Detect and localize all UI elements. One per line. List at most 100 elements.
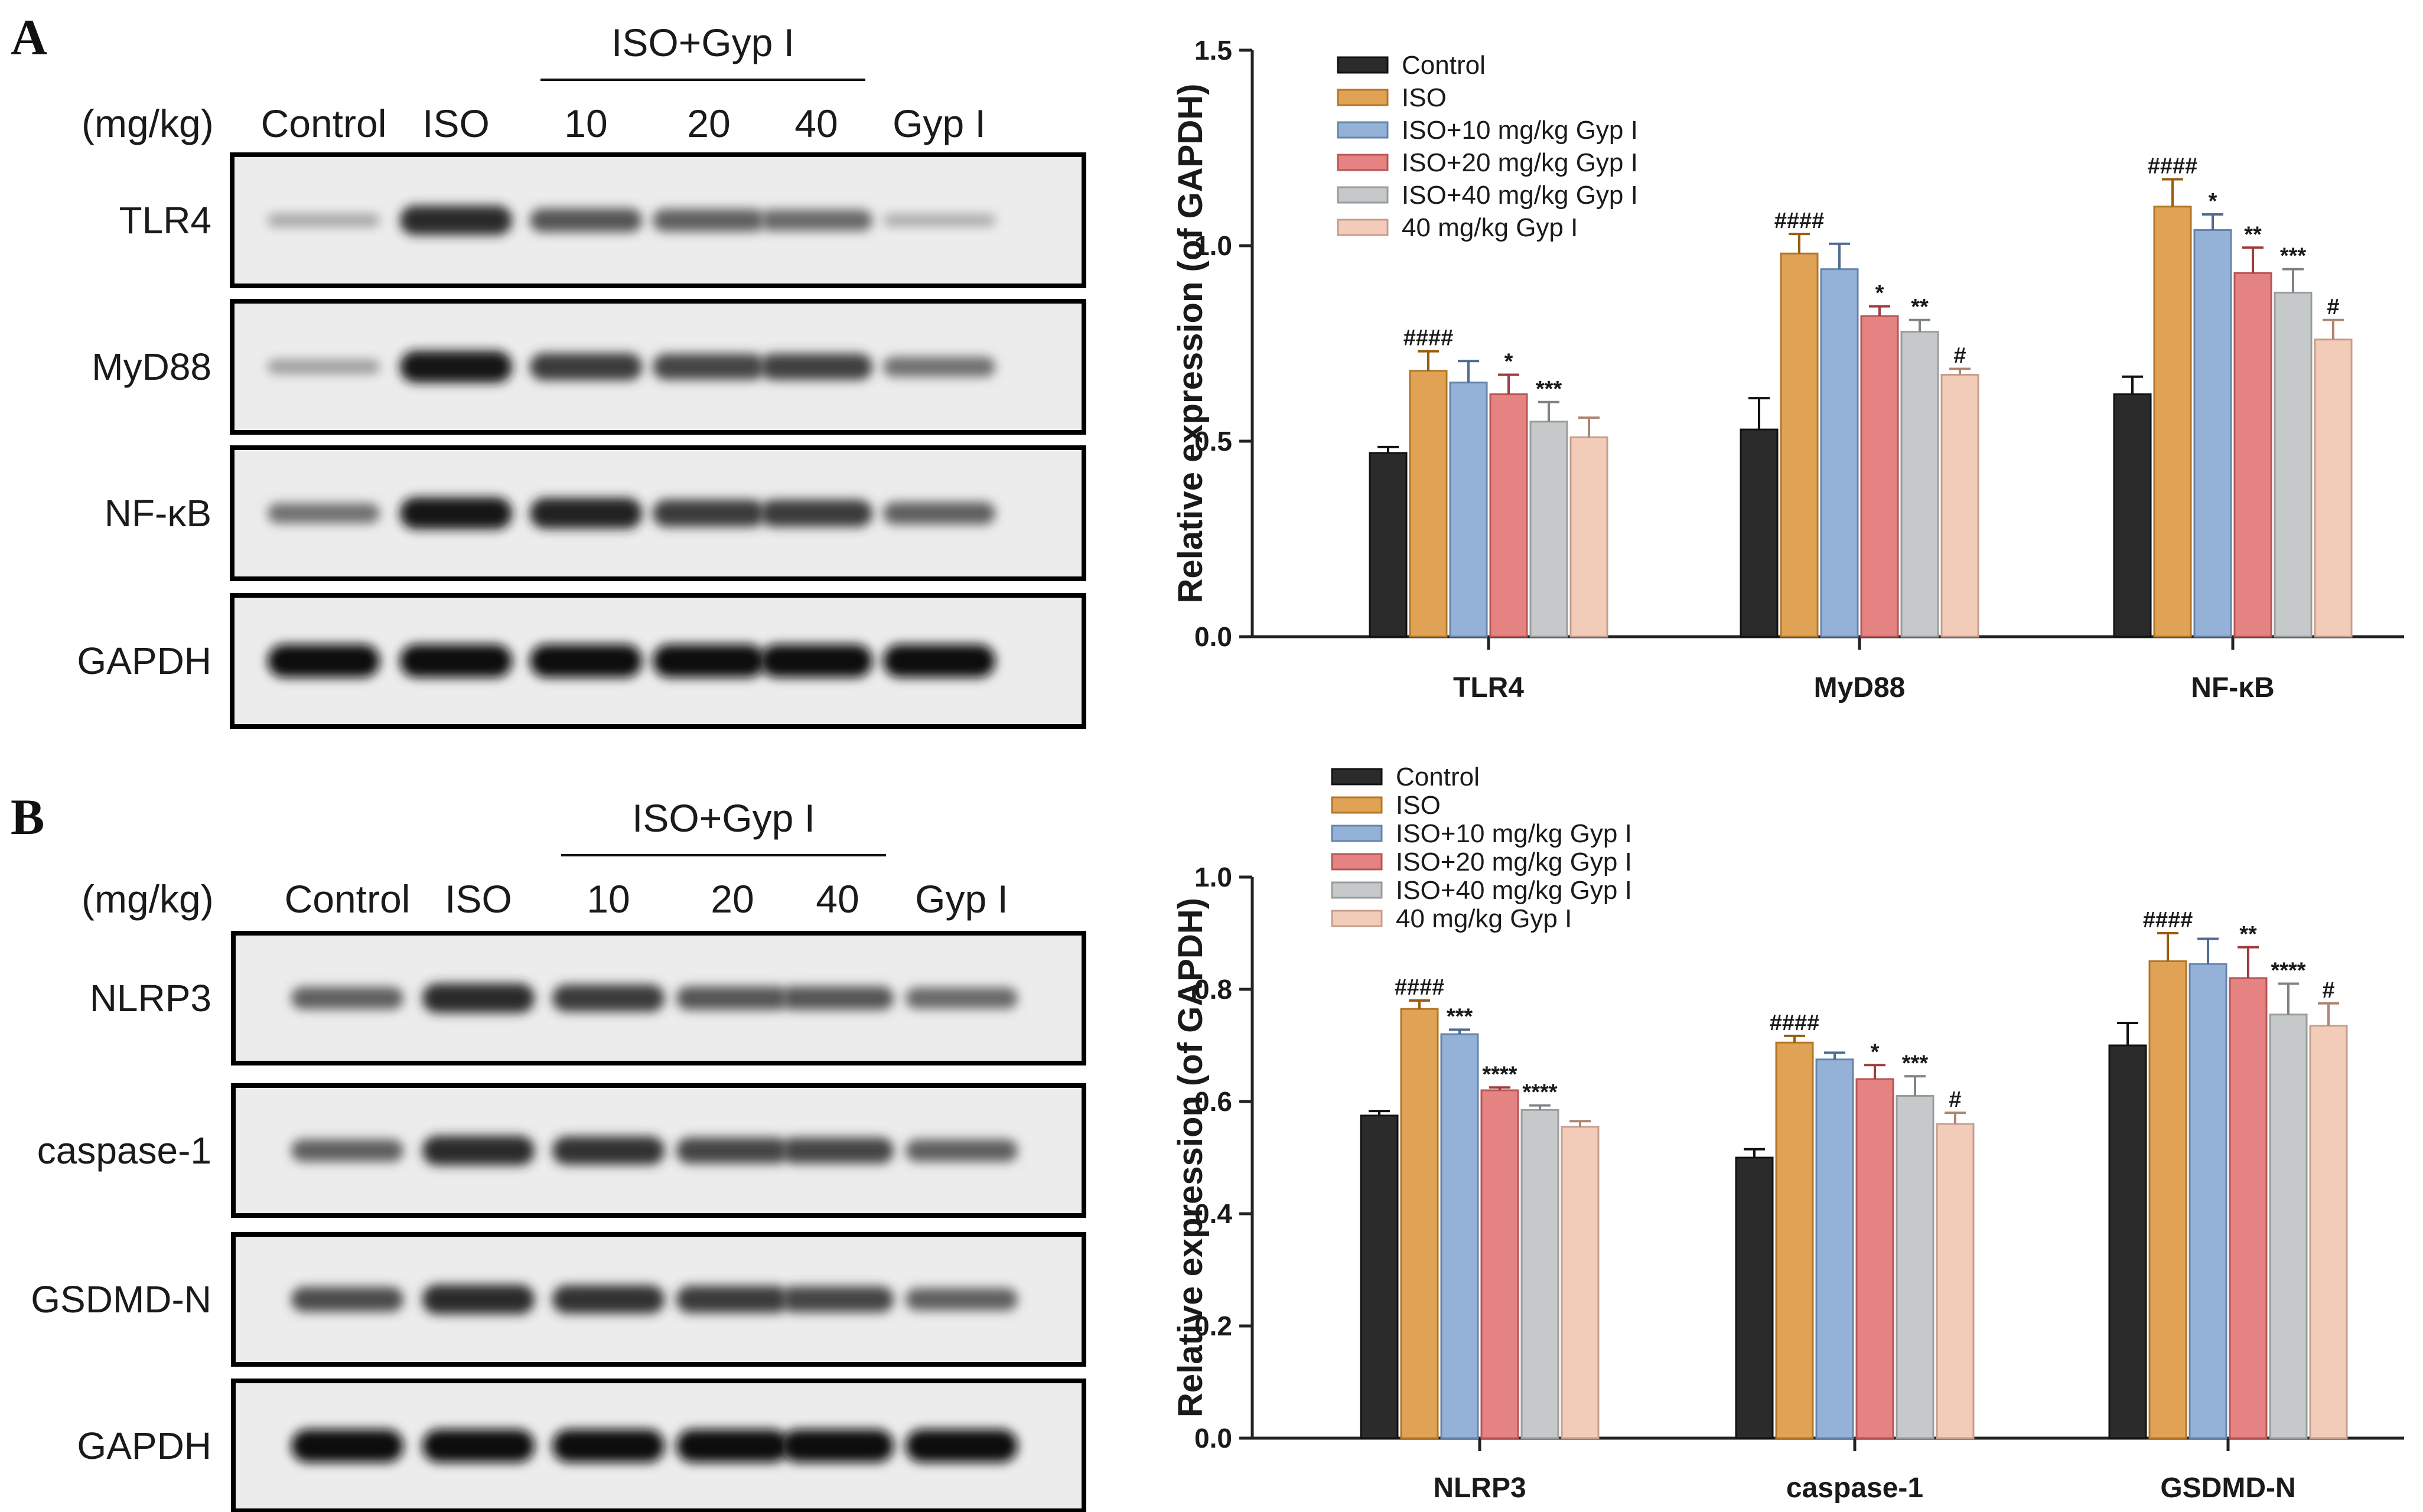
significance-label: ####	[2143, 908, 2193, 933]
blot-band	[883, 644, 995, 677]
lane-label: ISO	[445, 877, 512, 921]
bar	[1489, 393, 1528, 638]
significance-label: ####	[1774, 208, 1825, 233]
significance-label: #	[1953, 344, 1966, 369]
blot-band	[530, 208, 642, 232]
blot-panel-a: ISO+Gyp I (mg/kg) Control ISO 10 20 40 Gyp I TLR…	[77, 21, 1086, 729]
bar	[2188, 963, 2227, 1439]
legend-swatch	[1331, 825, 1383, 842]
lane-label: 20	[711, 877, 754, 921]
blot-band	[760, 353, 872, 380]
legend-swatch	[1337, 56, 1389, 74]
y-tick-label: 0.2	[1194, 1311, 1232, 1341]
blot-band	[676, 1429, 789, 1462]
blot-row-gapdh: GAPDH	[77, 1379, 1086, 1512]
blot-band	[781, 1286, 894, 1312]
category-label: caspase-1	[1786, 1472, 1923, 1504]
lane-label: 40	[794, 102, 838, 145]
protein-label: MyD88	[92, 346, 211, 388]
significance-label: **	[2239, 922, 2257, 947]
blot-band	[530, 353, 642, 380]
blot-row-gsdmd-n: GSDMD-N	[31, 1232, 1086, 1367]
significance-label: ####	[1403, 326, 1454, 351]
blot-band	[883, 214, 995, 227]
blot-band	[268, 644, 380, 677]
blot-band	[781, 986, 894, 1010]
panel-letter-b: B	[11, 788, 44, 845]
bar	[1449, 382, 1488, 638]
y-axis-title: Relative expression (of GAPDH)	[1171, 84, 1210, 604]
bar	[1529, 421, 1568, 638]
lane-label: Control	[261, 102, 387, 145]
bar	[1775, 1041, 1814, 1439]
protein-label: TLR4	[119, 199, 212, 242]
legend-entry: Control	[1402, 51, 1486, 80]
bar	[1780, 252, 1819, 638]
bar	[1480, 1089, 1519, 1439]
blot-band	[552, 985, 665, 1012]
y-tick-label: 1.5	[1194, 35, 1232, 66]
bar	[1369, 452, 1408, 638]
protein-label: NLRP3	[90, 977, 211, 1019]
bar	[1855, 1078, 1894, 1439]
y-tick-label: 0.0	[1194, 621, 1232, 652]
bar	[1409, 370, 1448, 638]
category-label: MyD88	[1814, 672, 1906, 703]
group-header: ISO+Gyp I	[611, 21, 794, 64]
bar	[1815, 1058, 1854, 1439]
bar-charts: 0.0 0.5 1.0 1.5 Relative expression (of GAPD…	[1171, 35, 2404, 1504]
significance-label: *	[2209, 189, 2217, 214]
lane-label: 20	[687, 102, 730, 145]
legend-entry: 40 mg/kg Gyp I	[1396, 904, 1572, 933]
bar	[2269, 1014, 2308, 1439]
legend-entry: Control	[1396, 762, 1480, 791]
blot-band	[422, 1285, 535, 1314]
blot-band	[676, 1138, 789, 1164]
blot-band	[400, 206, 512, 235]
bar	[2274, 291, 2313, 638]
blot-band	[906, 1139, 1018, 1162]
blot-band	[291, 987, 403, 1009]
significance-label: ****	[2271, 959, 2305, 983]
blot-row-gapdh: GAPDH	[77, 593, 1086, 729]
blot-band	[291, 1429, 403, 1462]
blot-band	[906, 988, 1018, 1009]
lane-label: 40	[816, 877, 859, 921]
bar	[1820, 268, 1859, 638]
y-tick-label: 1.0	[1194, 862, 1232, 892]
blot-band	[530, 498, 642, 529]
y-axis-title: Relative expression (of GAPDH)	[1171, 898, 1210, 1418]
legend-swatch	[1331, 910, 1383, 927]
lane-label: 10	[564, 102, 607, 145]
blot-band	[422, 983, 535, 1013]
blot-band	[883, 357, 995, 377]
bar	[1940, 373, 1979, 638]
lane-label: ISO	[422, 102, 490, 145]
y-tick-label: 0.5	[1194, 426, 1232, 457]
blot-row-nf-b: NF-κB	[105, 445, 1086, 581]
bar	[1569, 436, 1608, 638]
bar	[1936, 1123, 1975, 1439]
blot-band	[552, 1285, 665, 1314]
blot-row-caspase-1: caspase-1	[37, 1083, 1086, 1218]
lane-label: 10	[587, 877, 630, 921]
blot-band	[906, 1288, 1018, 1311]
blot-band	[676, 1286, 789, 1313]
blot-band	[653, 644, 765, 677]
bar	[2229, 977, 2268, 1439]
category-label: GSDMD-N	[2160, 1472, 2295, 1504]
legend-swatch	[1337, 219, 1389, 236]
bar	[1400, 1008, 1439, 1439]
legend-entry: ISO	[1402, 83, 1447, 112]
bar	[1520, 1109, 1559, 1439]
bar	[2113, 393, 2152, 638]
legend-swatch	[1337, 154, 1389, 171]
bar	[1735, 1156, 1774, 1439]
significance-label: #	[2327, 295, 2339, 320]
legend-swatch	[1331, 881, 1383, 899]
y-tick-label: 0.6	[1194, 1086, 1232, 1117]
legend-swatch	[1331, 768, 1383, 786]
blot-band	[653, 354, 765, 380]
legend-swatch	[1337, 186, 1389, 204]
bar	[2233, 272, 2272, 638]
